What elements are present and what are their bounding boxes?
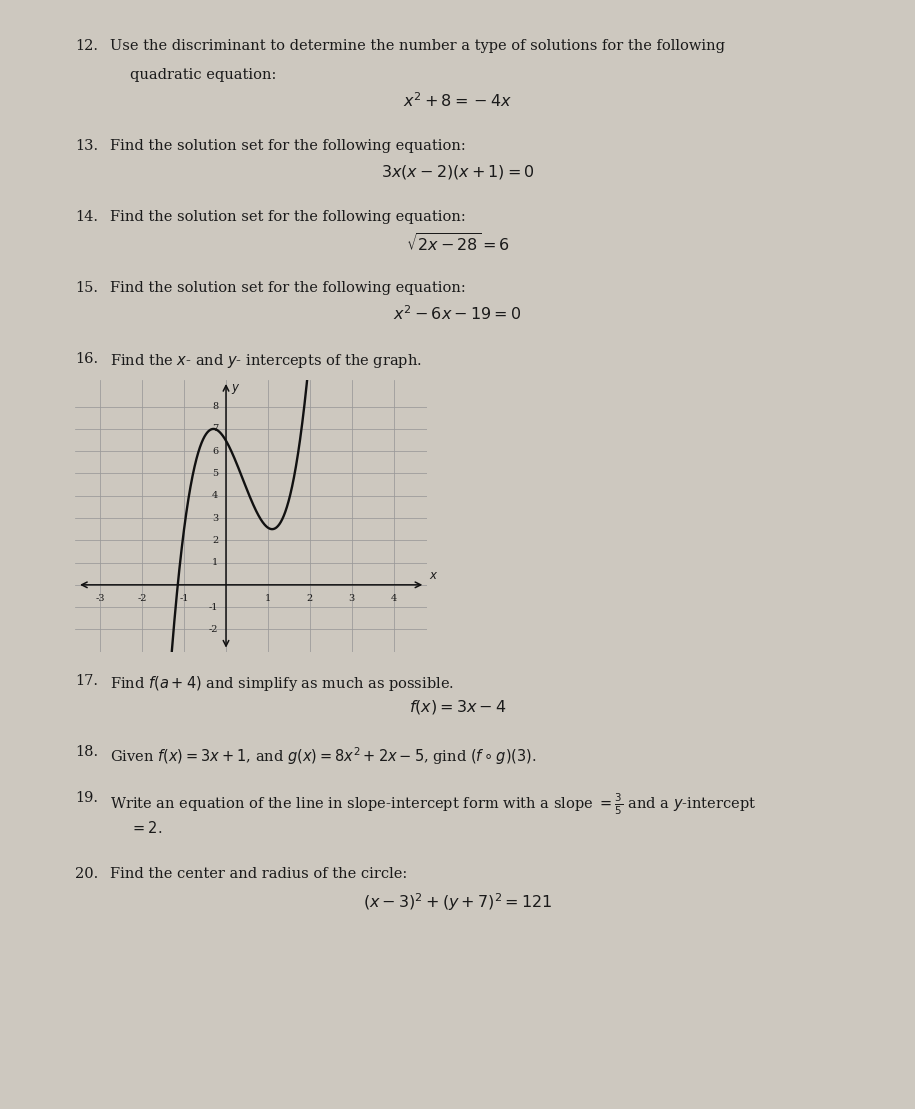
Text: 14.: 14. [75, 210, 98, 224]
Text: 18.: 18. [75, 745, 98, 759]
Text: $\sqrt{2x-28}=6$: $\sqrt{2x-28}=6$ [405, 234, 510, 256]
Text: 5: 5 [212, 469, 219, 478]
Text: -1: -1 [209, 602, 219, 611]
Text: Find the solution set for the following equation:: Find the solution set for the following … [110, 281, 466, 295]
Text: -2: -2 [137, 594, 147, 603]
Text: 17.: 17. [75, 674, 98, 688]
Text: $(x-3)^2+(y+7)^2=121$: $(x-3)^2+(y+7)^2=121$ [363, 892, 552, 913]
Text: Find $f(a+4)$ and simplify as much as possible.: Find $f(a+4)$ and simplify as much as po… [110, 674, 454, 693]
Text: 1: 1 [212, 558, 219, 567]
Text: -2: -2 [209, 624, 219, 634]
Text: -1: -1 [179, 594, 188, 603]
Text: 8: 8 [212, 403, 219, 411]
Text: $3x(x-2)(x+1)=0$: $3x(x-2)(x+1)=0$ [381, 163, 534, 181]
Text: 2: 2 [307, 594, 313, 603]
Text: $y$: $y$ [231, 383, 241, 396]
Text: Find the center and radius of the circle:: Find the center and radius of the circle… [110, 867, 407, 881]
Text: 2: 2 [212, 536, 219, 545]
Text: 15.: 15. [75, 281, 98, 295]
Text: Find the $x$- and $y$- intercepts of the graph.: Find the $x$- and $y$- intercepts of the… [110, 352, 422, 369]
Text: Write an equation of the line in slope-intercept form with a slope $=\frac{3}{5}: Write an equation of the line in slope-i… [110, 792, 756, 816]
Text: Use the discriminant to determine the number a type of solutions for the followi: Use the discriminant to determine the nu… [110, 39, 725, 53]
Text: 1: 1 [264, 594, 271, 603]
Text: 4: 4 [212, 491, 219, 500]
Text: 4: 4 [391, 594, 397, 603]
Text: 6: 6 [212, 447, 219, 456]
Text: quadratic equation:: quadratic equation: [130, 68, 276, 82]
Text: 7: 7 [212, 425, 219, 434]
Text: $x^2-6x-19=0$: $x^2-6x-19=0$ [393, 305, 522, 324]
Text: 16.: 16. [75, 352, 98, 366]
Text: 12.: 12. [75, 39, 98, 53]
Text: Find the solution set for the following equation:: Find the solution set for the following … [110, 210, 466, 224]
Text: 13.: 13. [75, 139, 98, 153]
Text: 19.: 19. [75, 792, 98, 805]
Text: 20.: 20. [75, 867, 98, 881]
Text: $x$: $x$ [429, 569, 439, 582]
Text: Find the solution set for the following equation:: Find the solution set for the following … [110, 139, 466, 153]
Text: Given $f(x)=3x+1$, and $g(x)=8x^2+2x-5$, gind $(f\circ g)(3)$.: Given $f(x)=3x+1$, and $g(x)=8x^2+2x-5$,… [110, 745, 536, 766]
Text: $f(x)=3x-4$: $f(x)=3x-4$ [409, 699, 506, 716]
Text: $x^2+8=-4x$: $x^2+8=-4x$ [403, 92, 512, 111]
Text: -3: -3 [95, 594, 105, 603]
Text: $=2$.: $=2$. [130, 821, 163, 836]
Text: 3: 3 [349, 594, 355, 603]
Text: 3: 3 [212, 513, 219, 522]
